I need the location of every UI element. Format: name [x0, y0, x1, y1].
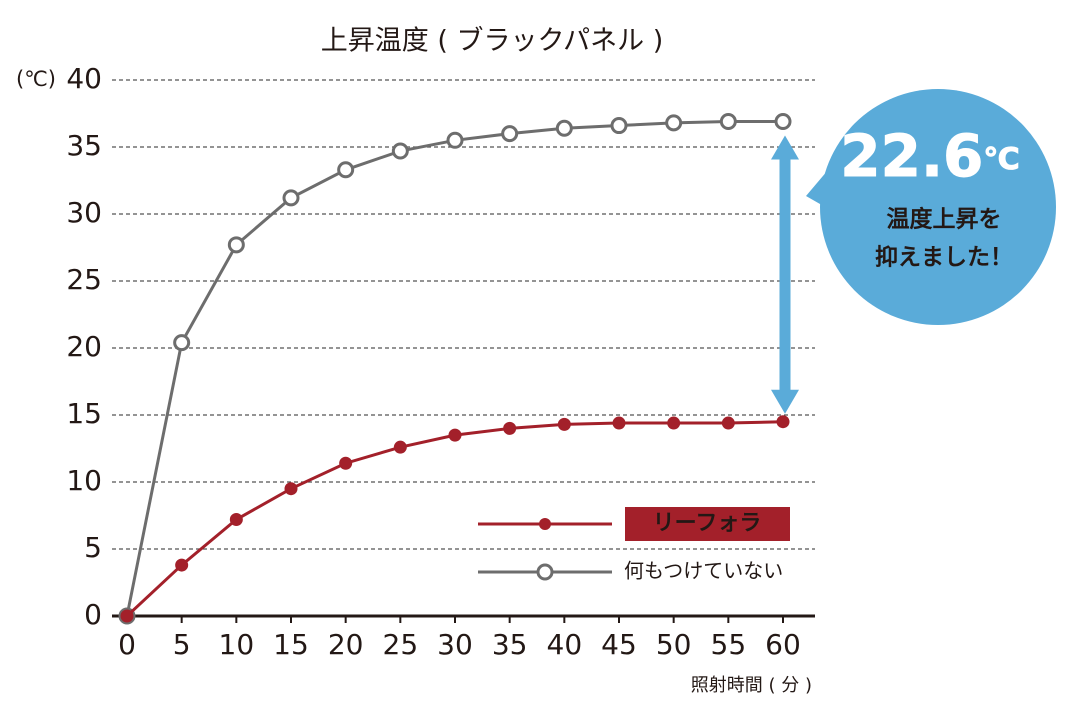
- x-tick-label: 0: [118, 628, 136, 661]
- data-point: [721, 416, 735, 430]
- data-point: [229, 513, 243, 527]
- y-tick-label: 35: [66, 129, 102, 162]
- x-tick-label: 55: [711, 628, 747, 661]
- data-point: [503, 421, 517, 435]
- data-point: [612, 416, 626, 430]
- x-tick-label: 30: [437, 628, 473, 661]
- data-point: [665, 114, 683, 132]
- data-point: [501, 125, 519, 143]
- data-point: [610, 117, 628, 135]
- data-point: [667, 416, 681, 430]
- chart-title: 上昇温度 ( ブラックパネル ): [321, 26, 663, 57]
- callout-text: 温度上昇を: [887, 206, 1002, 233]
- data-point: [719, 113, 737, 131]
- y-tick-label: 20: [66, 330, 102, 363]
- data-point: [175, 558, 189, 572]
- data-point: [282, 189, 300, 207]
- y-tick-label: 5: [84, 531, 102, 564]
- series-line: [125, 120, 783, 617]
- y-tick-label: 40: [66, 62, 102, 95]
- callout-value-number: 22.6: [840, 122, 983, 190]
- callout-unit: ℃: [983, 142, 1019, 177]
- data-point: [557, 417, 571, 431]
- callout-value: 22.6℃: [840, 122, 1019, 190]
- x-tick-label: 50: [656, 628, 692, 661]
- x-tick-label: 20: [328, 628, 364, 661]
- y-tick-label: 25: [66, 263, 102, 296]
- x-tick-label: 40: [547, 628, 583, 661]
- difference-arrow-head: [771, 135, 799, 160]
- difference-arrow-head: [771, 389, 799, 414]
- x-axis-label: 照射時間 ( 分 ): [691, 675, 812, 696]
- legend-marker: [536, 563, 554, 581]
- data-point: [227, 236, 245, 254]
- legend-label: リーフォラ: [653, 511, 762, 536]
- y-tick-label: 15: [66, 397, 102, 430]
- data-point: [284, 482, 298, 496]
- legend-label: 何もつけていない: [624, 559, 783, 583]
- callout-pointer: [806, 170, 834, 212]
- x-tick-label: 45: [601, 628, 637, 661]
- x-tick-label: 35: [492, 628, 528, 661]
- data-point: [776, 415, 790, 429]
- x-tick-label: 15: [273, 628, 309, 661]
- data-point: [774, 113, 792, 131]
- data-point: [173, 334, 191, 352]
- data-point: [339, 456, 353, 470]
- data-point: [391, 142, 409, 160]
- legend-label-box: [625, 507, 790, 541]
- data-point: [446, 131, 464, 149]
- callout-text: 抑えました！: [875, 245, 1013, 271]
- data-point: [555, 119, 573, 137]
- x-tick-label: 25: [383, 628, 419, 661]
- x-tick-label: 10: [219, 628, 255, 661]
- x-tick-label: 60: [765, 628, 801, 661]
- legend-marker: [539, 518, 551, 530]
- y-axis-label: (℃): [16, 67, 56, 91]
- y-tick-label: 30: [66, 196, 102, 229]
- data-point: [337, 161, 355, 179]
- y-tick-label: 10: [66, 464, 102, 497]
- data-point: [120, 609, 134, 623]
- x-tick-label: 5: [173, 628, 191, 661]
- y-tick-label: 0: [84, 598, 102, 631]
- callout-bubble: [820, 89, 1056, 325]
- data-point: [393, 440, 407, 454]
- data-point: [448, 428, 462, 442]
